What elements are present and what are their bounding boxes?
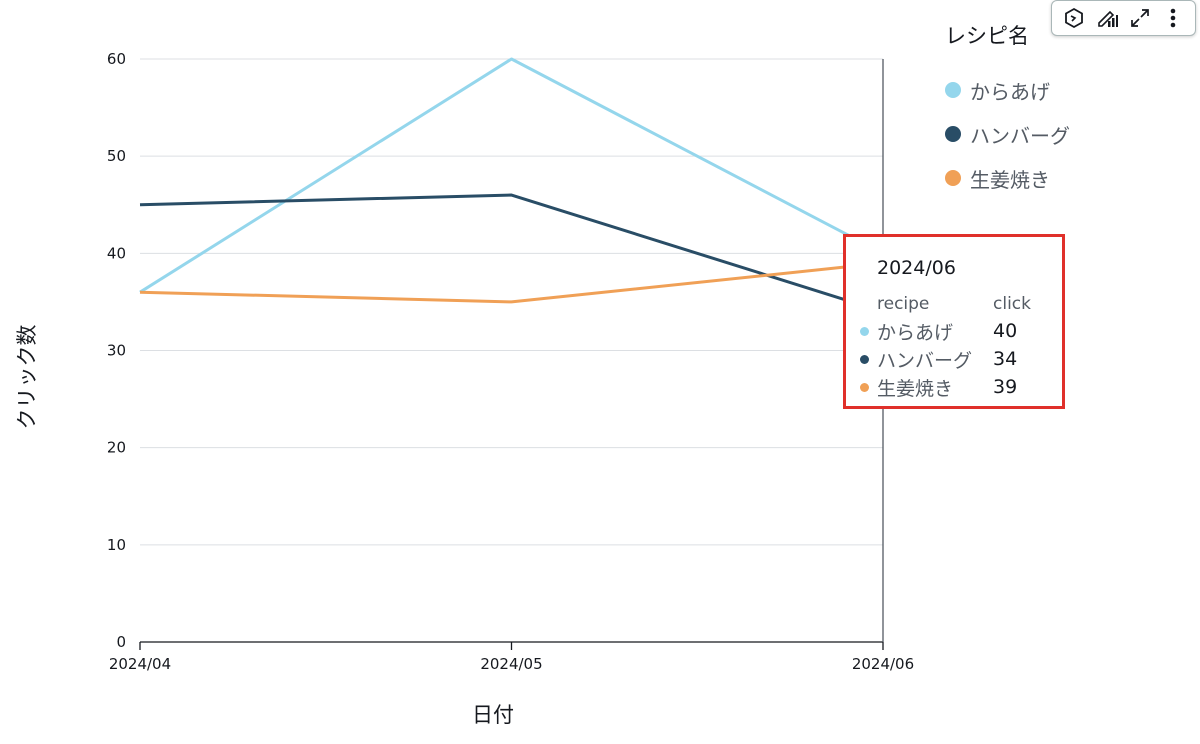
tooltip-dot [860,354,869,364]
tooltip-dot [860,382,869,392]
series-line [139,261,884,304]
legend-item-shogayaki[interactable]: 生姜焼き [945,156,1070,200]
legend-label: ハンバーグ [970,123,1070,148]
tooltip-col-click: click [993,294,1031,314]
series-line [139,57,884,294]
legend-item-karaage[interactable]: からあげ [945,68,1070,112]
visual-toolbar [1051,0,1196,36]
series-line [139,193,884,314]
y-tick-label: 20 [107,439,126,457]
legend-label: 生姜焼き [970,167,1050,192]
y-tick-label: 50 [107,147,126,165]
y-tick-label: 30 [107,342,126,360]
series-lines [139,57,884,314]
legend-item-hamburg[interactable]: ハンバーグ [945,112,1070,156]
tooltip-header: recipe click [877,291,1062,317]
tooltip-col-recipe: recipe [877,294,930,314]
tooltip-recipe: からあげ [877,321,954,344]
legend-swatch [945,126,961,142]
tooltip-row: からあげ 40 [860,317,1062,345]
y-axis-title: クリック数 [15,325,39,430]
expand-icon[interactable] [1127,5,1153,31]
tooltip-recipe: ハンバーグ [877,349,973,372]
y-tick-label: 10 [107,536,126,554]
tooltip-row: ハンバーグ 34 [860,345,1062,373]
tooltip-recipe: 生姜焼き [877,377,954,400]
tooltip-click: 39 [993,376,1018,398]
legend-title: レシピ名 [945,24,1029,48]
legend-swatch [945,170,961,186]
legend-label: からあげ [970,79,1050,104]
x-tick-label: 2024/05 [480,655,542,673]
tooltip-row: 生姜焼き 39 [860,373,1062,401]
tooltip-click: 40 [993,320,1018,342]
x-tick-label: 2024/04 [109,655,171,673]
legend: レシピ名 からあげ ハンバーグ 生姜焼き [945,20,1070,200]
data-tooltip: 2024/06 recipe click からあげ 40 ハンバーグ 34 生姜… [843,234,1065,409]
chart-edit-icon[interactable] [1094,5,1120,31]
tooltip-dot [860,326,869,336]
hexagon-icon[interactable] [1061,5,1087,31]
tooltip-date: 2024/06 [877,257,956,279]
more-vertical-icon[interactable] [1160,5,1186,31]
y-tick-label: 60 [107,50,126,68]
x-tick-label: 2024/06 [852,655,914,673]
x-axis-title: 日付 [472,703,514,727]
axes: 0 10 20 30 40 50 60 2024/04 2024/05 2024/06 [107,50,914,673]
y-tick-label: 40 [107,244,126,262]
legend-swatch [945,82,961,98]
tooltip-click: 34 [993,348,1018,370]
y-tick-label: 0 [116,633,126,651]
